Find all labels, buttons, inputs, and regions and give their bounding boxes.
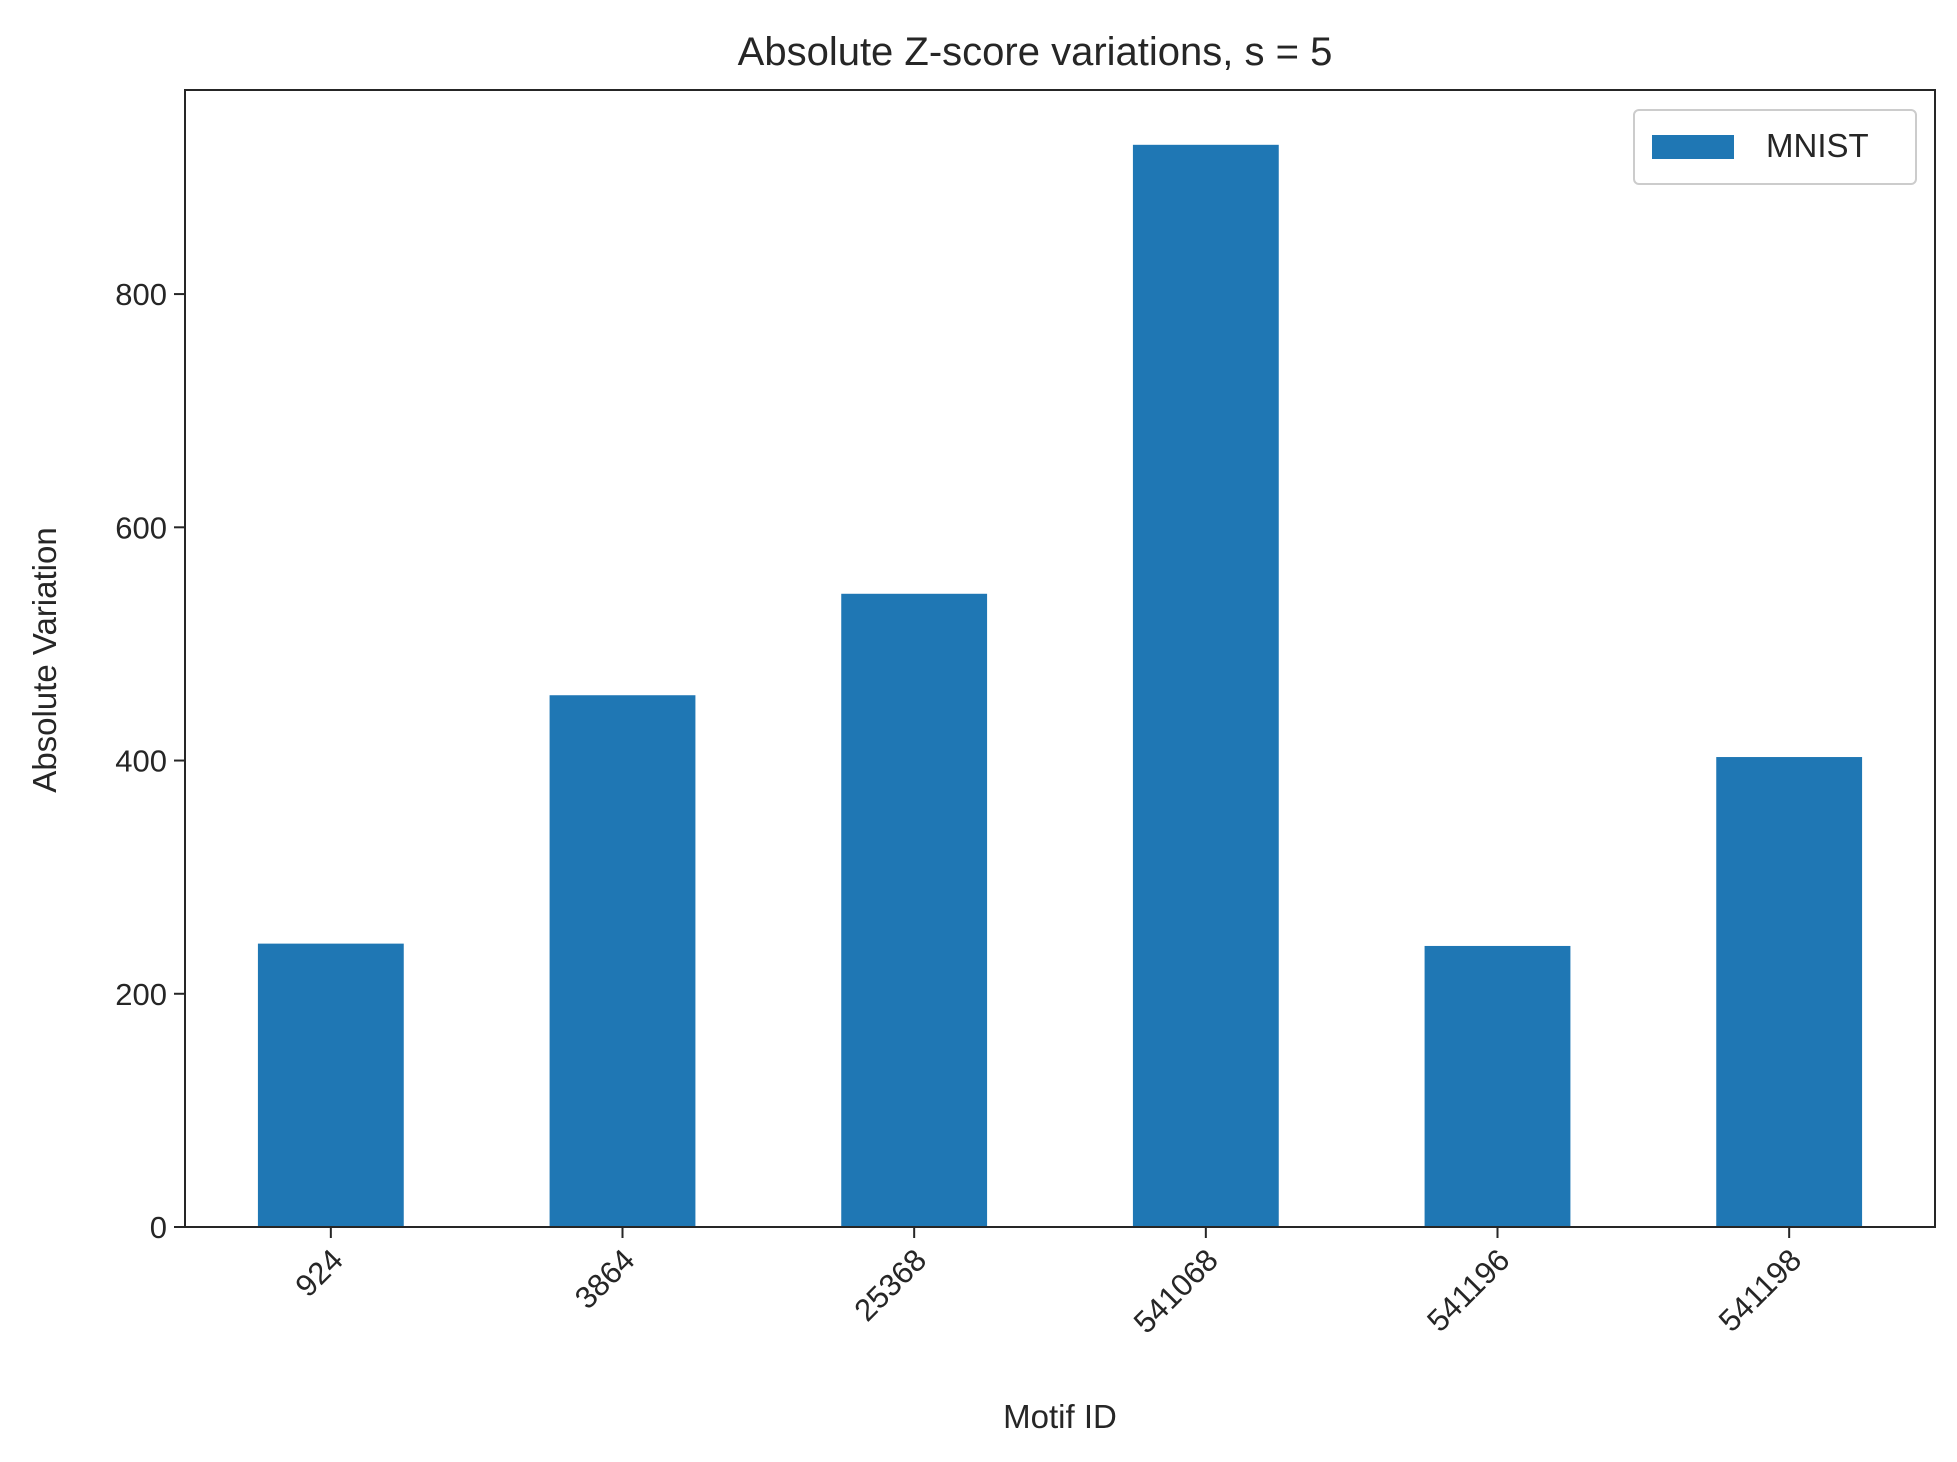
chart-title: Absolute Z-score variations, s = 5 [738,30,1333,74]
bar-541198 [1716,757,1863,1227]
plot-frame [184,89,1936,1228]
legend-label-mnist: MNIST [1766,127,1869,164]
x-axis-label: Motif ID [1003,1398,1117,1435]
y-tick-label: 400 [115,744,167,779]
y-tick-label: 0 [150,1210,167,1245]
bars-group [257,144,1863,1228]
x-tick-label: 924 [288,1242,349,1303]
x-tick-label: 541198 [1712,1242,1808,1338]
bar-25368 [841,593,988,1227]
y-axis-ticks: 0 200 400 600 800 [115,277,185,1245]
bar-541196 [1424,945,1571,1227]
x-tick-label: 25368 [847,1242,933,1328]
x-tick-label: 541068 [1127,1242,1225,1340]
legend-box [1633,109,1917,185]
x-tick-label: 541196 [1420,1242,1516,1338]
y-tick-label: 200 [115,977,167,1012]
y-tick-label: 800 [115,277,167,312]
bar-3864 [549,695,696,1227]
y-tick-label: 600 [115,510,167,545]
bar-924 [257,943,404,1227]
legend: MNIST [1633,109,1917,185]
y-axis-label: Absolute Variation [26,527,63,792]
legend-swatch-mnist [1652,135,1734,159]
x-axis-ticks: 924 3864 25368 541068 541196 541198 [288,1227,1808,1340]
x-tick-label: 3864 [568,1242,642,1316]
bar-541068 [1132,144,1279,1228]
